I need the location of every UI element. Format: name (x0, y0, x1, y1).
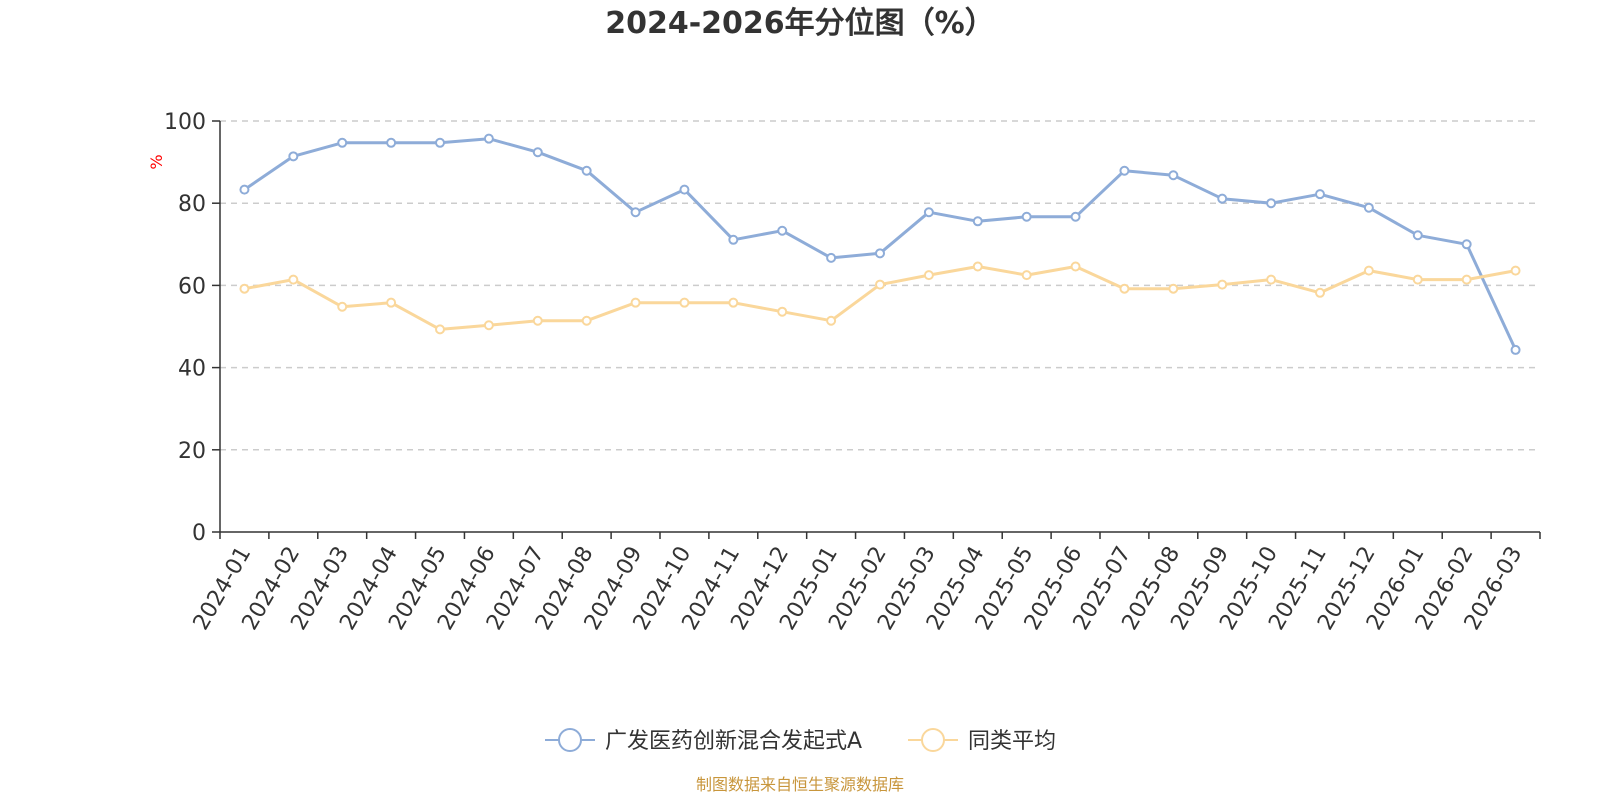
data-point (875, 279, 885, 290)
legend-item-1[interactable]: 同类平均 (908, 728, 1056, 754)
data-point (826, 315, 837, 326)
data-point (1315, 189, 1325, 200)
data-point (288, 274, 299, 285)
data-point (1070, 261, 1081, 272)
data-point (1363, 265, 1374, 276)
data-point (337, 137, 348, 148)
data-point (1510, 265, 1521, 276)
y-axis-label: % (147, 154, 166, 169)
data-point (288, 151, 299, 162)
data-point (1119, 165, 1130, 176)
data-point (777, 225, 788, 236)
data-point (826, 252, 837, 263)
data-point (581, 165, 592, 176)
y-tick-label: 100 (164, 110, 206, 135)
data-point (386, 137, 397, 148)
data-point (239, 184, 250, 195)
data-point (483, 133, 494, 144)
data-point (1168, 170, 1179, 181)
data-point (679, 297, 690, 308)
data-point (1412, 230, 1423, 241)
legend-marker (921, 728, 945, 752)
data-point (923, 207, 934, 218)
axes (219, 121, 1540, 533)
data-point (777, 306, 788, 317)
data-point (435, 137, 445, 148)
series-line (244, 265, 1516, 331)
data-point (532, 315, 543, 326)
chart-title: 2024-2026年分位图（%） (605, 6, 995, 41)
legend[interactable]: 广发医药创新混合发起式A 同类平均 (545, 728, 1056, 754)
data-point (972, 216, 983, 227)
data-point (875, 248, 885, 259)
series-1 (239, 261, 1521, 335)
y-tick-label: 40 (178, 357, 206, 382)
data-point (1217, 279, 1228, 290)
legend-label: 同类平均 (968, 729, 1056, 754)
data-point (1119, 283, 1130, 294)
data-point (923, 270, 934, 281)
data-point (1266, 274, 1277, 285)
data-point (1315, 287, 1325, 298)
data-point (1363, 202, 1374, 213)
series-group (239, 133, 1521, 355)
data-point (1266, 198, 1277, 209)
y-axis-ticks: 0 20 40 60 80 100 (164, 110, 220, 546)
y-tick-label: 0 (192, 521, 206, 546)
y-tick-label: 60 (178, 274, 206, 299)
legend-item-0[interactable]: 广发医药创新混合发起式A (545, 728, 862, 754)
data-point (630, 207, 641, 218)
data-point (1461, 239, 1472, 250)
legend-label: 广发医药创新混合发起式A (605, 729, 862, 754)
data-point (1021, 270, 1032, 281)
data-point (386, 297, 397, 308)
data-point (1217, 193, 1228, 204)
data-point (630, 297, 641, 308)
data-point (1461, 274, 1472, 285)
data-point (532, 147, 543, 158)
data-point (728, 234, 739, 245)
data-point (435, 324, 445, 335)
data-point (1070, 211, 1081, 222)
data-point (728, 297, 739, 308)
series-0 (239, 133, 1521, 355)
legend-marker (558, 728, 582, 752)
data-point (1168, 283, 1179, 294)
data-point (1021, 211, 1032, 222)
data-point (337, 301, 348, 312)
data-point (679, 184, 690, 195)
data-point (581, 315, 592, 326)
data-point (972, 261, 983, 272)
data-point (239, 283, 250, 294)
data-point (1510, 344, 1521, 355)
data-point (1412, 274, 1423, 285)
data-point (483, 320, 494, 331)
series-line (243, 137, 1517, 351)
y-tick-label: 80 (178, 192, 206, 217)
y-tick-label: 20 (178, 439, 206, 464)
x-axis-ticks: 2024-012024-022024-032024-042024-052024-… (189, 532, 1541, 634)
source-note: 制图数据来自恒生聚源数据库 (696, 775, 904, 794)
